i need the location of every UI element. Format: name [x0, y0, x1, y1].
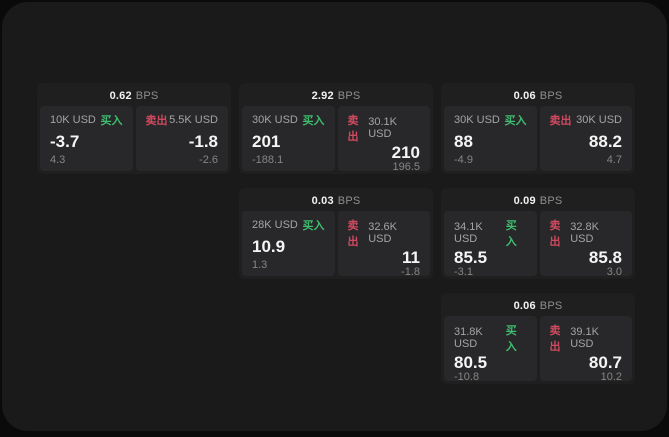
bps-value: 0.09: [513, 195, 536, 207]
bps-value: 2.92: [311, 90, 334, 102]
buy-panel[interactable]: 28K USD 买入 10.9 1.3: [242, 211, 335, 276]
buy-panel[interactable]: 10K USD 买入 -3.7 4.3: [40, 106, 133, 171]
spread-header: 2.92 BPS: [242, 86, 430, 106]
buy-panel[interactable]: 31.8K USD 买入 80.5 -10.8: [444, 316, 537, 383]
buy-sub-value: -188.1: [252, 154, 284, 166]
buy-panel[interactable]: 30K USD 买入 201 -188.1: [242, 106, 335, 171]
sell-amount: 30K USD: [576, 114, 622, 126]
spread-header: 0.06 BPS: [444, 296, 632, 316]
buy-sub-value: -10.8: [454, 371, 480, 383]
bps-unit: BPS: [337, 195, 361, 207]
buy-price: 85.5: [454, 248, 488, 267]
sell-amount: 32.8K USD: [570, 221, 599, 245]
sell-label: 卖出: [549, 325, 561, 353]
spread-header: 0.06 BPS: [444, 86, 632, 106]
buy-price: 80.5: [454, 353, 488, 372]
sell-panel[interactable]: 卖出 39.1K USD 80.7 10.2: [539, 316, 632, 383]
buy-label: 买入: [505, 220, 517, 248]
sell-sub-value: 3.0: [606, 266, 622, 278]
buy-price: 10.9: [252, 236, 286, 256]
buy-sub-value: 4.3: [50, 154, 66, 166]
sell-label: 卖出: [549, 115, 572, 127]
bps-value: 0.62: [109, 90, 132, 102]
buy-sub-value: -3.1: [454, 266, 473, 278]
spread-header: 0.62 BPS: [40, 86, 228, 106]
quote-card: 0.06 BPS 30K USD 买入 88 -4.9 卖出 30K USD 8…: [441, 83, 635, 174]
quote-card: 0.06 BPS 31.8K USD 买入 80.5 -10.8 卖出 39.1…: [441, 293, 635, 384]
sell-price: 85.8: [588, 248, 622, 267]
buy-amount: 30K USD: [252, 114, 298, 126]
sell-panel[interactable]: 卖出 32.8K USD 85.8 3.0: [539, 211, 632, 278]
buy-sub-value: -4.9: [454, 154, 473, 166]
sell-price: 210: [391, 143, 420, 162]
buy-label: 买入: [302, 220, 325, 232]
buy-sub-value: 1.3: [252, 259, 268, 271]
bps-value: 0.06: [513, 300, 536, 312]
sell-amount: 39.1K USD: [570, 326, 599, 350]
bps-value: 0.03: [311, 195, 334, 207]
quote-card: 0.62 BPS 10K USD 买入 -3.7 4.3 卖出 5.5K USD…: [37, 83, 231, 174]
spread-header: 0.03 BPS: [242, 191, 430, 211]
bps-unit: BPS: [135, 90, 159, 102]
bps-value: 0.06: [513, 90, 536, 102]
buy-amount: 31.8K USD: [454, 326, 483, 350]
sell-sub-value: 196.5: [392, 161, 420, 173]
buy-amount: 10K USD: [50, 114, 96, 126]
sell-panel[interactable]: 卖出 30.1K USD 210 196.5: [337, 106, 430, 173]
quote-card: 2.92 BPS 30K USD 买入 201 -188.1 卖出 30.1K …: [239, 83, 433, 174]
bps-unit: BPS: [539, 300, 563, 312]
sell-amount: 30.1K USD: [368, 116, 397, 140]
sell-panel[interactable]: 卖出 32.6K USD 11 -1.8: [337, 211, 430, 278]
sell-price: -1.8: [188, 131, 218, 151]
buy-price: 201: [252, 131, 281, 151]
sell-sub-value: 4.7: [606, 154, 622, 166]
sell-sub-value: 10.2: [600, 371, 622, 383]
buy-label: 买入: [505, 325, 517, 353]
sell-price: 11: [402, 248, 420, 267]
buy-panel[interactable]: 30K USD 买入 88 -4.9: [444, 106, 537, 171]
buy-amount: 34.1K USD: [454, 221, 483, 245]
sell-sub-value: -2.6: [199, 154, 218, 166]
sell-sub-value: -1.8: [401, 266, 420, 278]
quote-card: 0.09 BPS 34.1K USD 买入 85.5 -3.1 卖出 32.8K…: [441, 188, 635, 279]
bps-unit: BPS: [337, 90, 361, 102]
quote-card: 0.03 BPS 28K USD 买入 10.9 1.3 卖出 32.6K US…: [239, 188, 433, 279]
sell-label: 卖出: [145, 115, 168, 127]
sell-label: 卖出: [549, 220, 561, 248]
spread-header: 0.09 BPS: [444, 191, 632, 211]
buy-amount: 28K USD: [252, 219, 298, 231]
bps-unit: BPS: [539, 90, 563, 102]
bps-unit: BPS: [539, 195, 563, 207]
buy-price: 88: [454, 131, 473, 151]
sell-panel[interactable]: 卖出 30K USD 88.2 4.7: [539, 106, 632, 171]
sell-price: 80.7: [588, 353, 622, 372]
sell-label: 卖出: [347, 115, 359, 143]
sell-panel[interactable]: 卖出 5.5K USD -1.8 -2.6: [135, 106, 228, 171]
buy-label: 买入: [302, 115, 325, 127]
sell-amount: 5.5K USD: [169, 114, 218, 126]
buy-panel[interactable]: 34.1K USD 买入 85.5 -3.1: [444, 211, 537, 278]
sell-label: 卖出: [347, 220, 359, 248]
buy-label: 买入: [100, 115, 123, 127]
sell-amount: 32.6K USD: [368, 221, 397, 245]
sell-price: 88.2: [588, 131, 622, 151]
buy-amount: 30K USD: [454, 114, 500, 126]
buy-label: 买入: [504, 115, 527, 127]
buy-price: -3.7: [50, 131, 80, 151]
